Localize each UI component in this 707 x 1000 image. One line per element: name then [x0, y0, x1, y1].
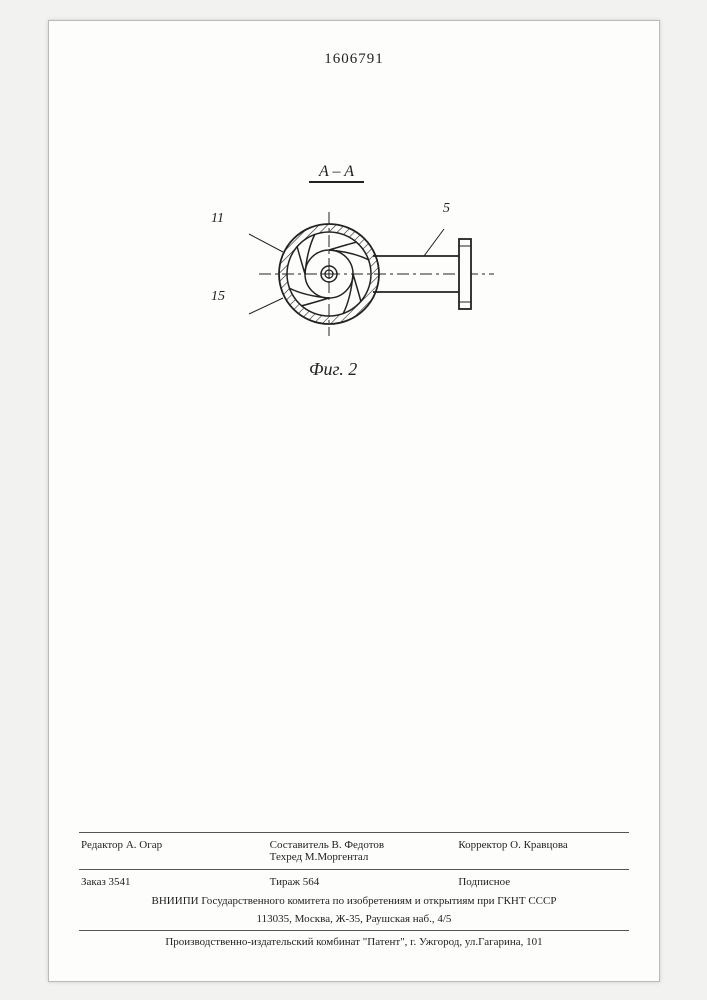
- figure-caption: Фиг. 2: [309, 359, 357, 380]
- footer-credits-row: Редактор А. Огар Составитель В. Федотов …: [79, 835, 629, 867]
- order-number: Заказ 3541: [81, 876, 250, 888]
- footer-block: Редактор А. Огар Составитель В. Федотов …: [79, 830, 629, 951]
- publisher-line: Производственно-издательский комбинат "П…: [79, 933, 629, 951]
- addr-line: 113035, Москва, Ж-35, Раушская наб., 4/5: [79, 910, 629, 928]
- figure-area: A – A: [209, 171, 509, 391]
- org-line: ВНИИПИ Государственного комитета по изоб…: [79, 892, 629, 910]
- patent-number: 1606791: [49, 51, 659, 68]
- technical-drawing: [219, 189, 499, 359]
- footer-order-row: Заказ 3541 Тираж 564 Подписное: [79, 872, 629, 892]
- editor-cell: Редактор А. Огар: [81, 839, 250, 863]
- compiler-techred-cell: Составитель В. Федотов Техред М.Моргента…: [250, 839, 439, 863]
- tirage: Тираж 564: [250, 876, 439, 888]
- ref-label-15: 15: [211, 289, 225, 305]
- ref-label-11: 11: [211, 211, 224, 227]
- section-label: A – A: [309, 163, 364, 181]
- page: 1606791 A – A: [48, 20, 660, 982]
- corrector-cell: Корректор О. Кравцова: [438, 839, 627, 863]
- subscription: Подписное: [438, 876, 627, 888]
- ref-label-5: 5: [443, 201, 450, 217]
